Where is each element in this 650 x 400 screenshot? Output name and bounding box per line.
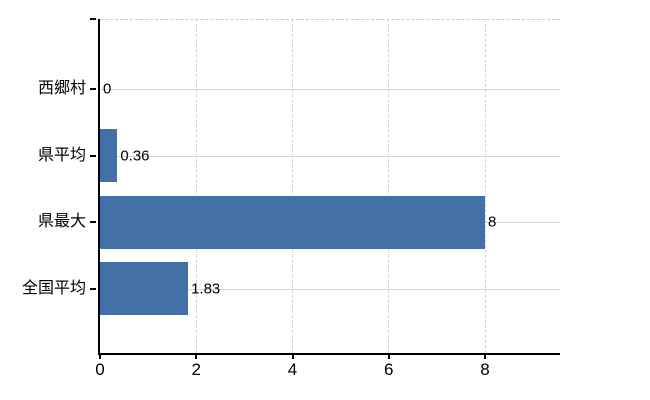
vertical-gridline	[484, 19, 486, 353]
bar-value-label: 1.83	[191, 280, 221, 297]
x-axis-tick-label: 0	[95, 360, 105, 379]
x-axis-tick-label: 8	[480, 360, 490, 379]
x-axis-tick-label: 4	[287, 360, 298, 379]
bar-value-label: 8	[488, 213, 497, 231]
vertical-gridline	[292, 19, 293, 353]
category-label: 全国平均	[21, 279, 86, 297]
bar-2	[100, 129, 118, 182]
horizontal-gridline	[100, 288, 560, 290]
category-label: 県平均	[37, 146, 86, 164]
category-label: 西郷村	[37, 80, 86, 97]
y-axis-tick	[90, 287, 96, 290]
horizontal-gridline	[100, 89, 560, 90]
x-axis-tick-label: 2	[191, 360, 201, 379]
y-axis-end-tick	[90, 18, 96, 20]
y-axis-tick	[90, 221, 96, 223]
y-axis-line	[98, 19, 100, 353]
y-axis-tick	[90, 88, 96, 90]
bar-3	[100, 195, 485, 249]
y-axis-tick	[90, 154, 96, 157]
bar-value-label: 0.36	[120, 147, 150, 164]
horizontal-gridline	[100, 155, 560, 157]
plot-top-border	[100, 19, 560, 20]
vertical-gridline	[388, 19, 390, 353]
x-axis-tick	[484, 355, 486, 359]
x-axis-tick	[99, 355, 101, 359]
vertical-gridline	[195, 19, 197, 353]
bar-4	[100, 262, 189, 315]
x-axis-tick	[291, 355, 294, 359]
x-axis-line	[98, 353, 560, 355]
plot-area: 0 西郷村 0.36 県平均 8 県最大 1.83 全国平均 0 2 4 6 8	[22, 18, 560, 379]
x-axis-tick	[195, 355, 198, 359]
x-axis-tick	[387, 355, 390, 359]
bar-value-label: 0	[103, 80, 112, 98]
category-label: 県最大	[37, 213, 86, 230]
x-axis-tick-label: 6	[384, 360, 394, 379]
